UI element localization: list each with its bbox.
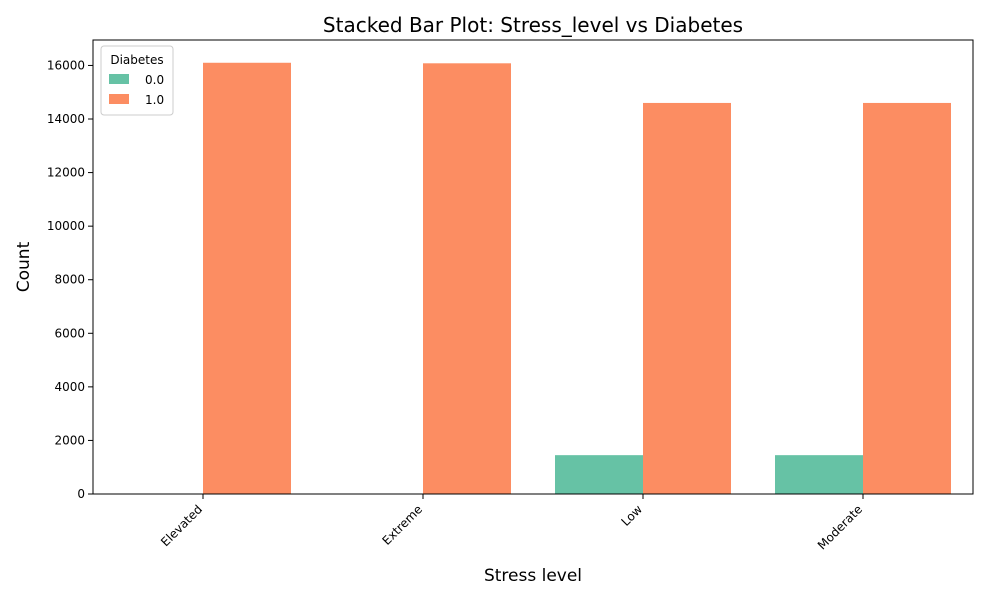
legend: Diabetes 0.01.0 [100,45,174,116]
chart-title: Stacked Bar Plot: Stress_level vs Diabet… [323,13,743,37]
y-tick-label: 12000 [47,166,85,180]
x-tick-label: Low [619,502,646,529]
y-tick-label: 16000 [47,58,85,72]
legend-swatch [109,94,129,104]
bar-moderate-series-1 [863,102,951,494]
bar-moderate-series-0 [775,455,863,494]
y-tick-label: 10000 [47,219,85,233]
legend-swatch [109,74,129,84]
y-tick-label: 2000 [54,433,85,447]
y-tick-label: 4000 [54,380,85,394]
bar-low-series-1 [643,102,731,494]
legend-label: 0.0 [145,73,164,87]
x-tick-label: Moderate [815,502,865,552]
bar-low-series-0 [555,455,643,494]
legend-items: 0.01.0 [109,73,164,107]
plot-frame [92,39,974,495]
y-tick-label: 8000 [54,273,85,287]
y-axis-title: Count [14,241,34,292]
y-tick-label: 6000 [54,326,85,340]
y-tick-label: 0 [77,487,85,501]
legend-title: Diabetes [110,53,163,67]
y-tick-label: 14000 [47,112,85,126]
x-tick-label: Extreme [380,502,426,548]
legend-label: 1.0 [145,93,164,107]
x-axis-title: Stress level [484,566,582,586]
x-tick-label: Elevated [158,502,205,549]
bars-layer [203,62,951,495]
bar-elevated-series-1 [203,62,291,495]
bar-extreme-series-1 [423,63,511,495]
